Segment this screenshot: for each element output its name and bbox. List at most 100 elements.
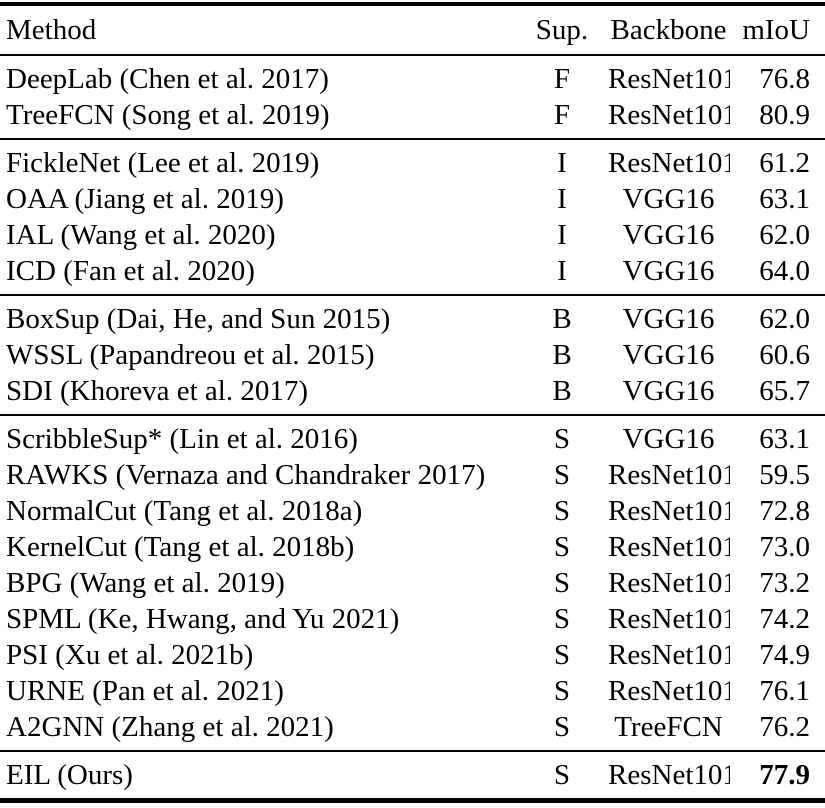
- miou-cell: 60.6: [759, 339, 810, 371]
- backbone-cell: ResNet101: [608, 567, 730, 599]
- sup-cell: S: [553, 567, 571, 599]
- miou-cell: 73.2: [759, 567, 810, 599]
- miou-cell: 73.0: [759, 531, 810, 563]
- method-cell: ScribbleSup* (Lin et al. 2016): [6, 423, 358, 455]
- sup-cell: B: [552, 339, 572, 371]
- sup-cell: S: [553, 603, 571, 635]
- sup-cell: S: [553, 423, 571, 455]
- table-row: A2GNN (Zhang et al. 2021) S TreeFCN 76.2: [0, 709, 825, 751]
- table-row: IAL (Wang et al. 2020) I VGG16 62.0: [0, 217, 825, 253]
- sup-cell: S: [553, 675, 571, 707]
- method-cell: KernelCut (Tang et al. 2018b): [6, 531, 355, 563]
- table-group-4: EIL (Ours) S ResNet101 77.9: [0, 751, 825, 801]
- backbone-cell: ResNet101: [608, 759, 730, 791]
- method-cell: PSI (Xu et al. 2021b): [6, 639, 254, 671]
- table-group-0: DeepLab (Chen et al. 2017) F ResNet101 76.8…: [0, 55, 825, 139]
- backbone-cell: ResNet101: [608, 495, 730, 527]
- sup-cell: I: [557, 255, 567, 287]
- method-cell: RAWKS (Vernaza and Chandraker 2017): [6, 459, 486, 491]
- sup-cell: F: [553, 99, 571, 131]
- header-row: Method Sup. Backbone mIoU: [0, 4, 825, 56]
- backbone-cell: ResNet101: [608, 99, 730, 131]
- backbone-cell: VGG16: [622, 303, 715, 335]
- miou-cell: 76.8: [759, 63, 810, 95]
- backbone-cell: VGG16: [622, 375, 715, 407]
- table-row: OAA (Jiang et al. 2019) I VGG16 63.1: [0, 181, 825, 217]
- backbone-cell: ResNet101: [608, 147, 730, 179]
- sup-cell: F: [553, 63, 571, 95]
- miou-cell: 61.2: [759, 147, 810, 179]
- miou-cell: 74.2: [759, 603, 810, 635]
- table-header: Method Sup. Backbone mIoU: [0, 4, 825, 56]
- table-row: URNE (Pan et al. 2021) S ResNet101 76.1: [0, 673, 825, 709]
- miou-cell: 65.7: [759, 375, 810, 407]
- backbone-cell: ResNet101: [608, 639, 730, 671]
- table-row: FickleNet (Lee et al. 2019) I ResNet101 61.…: [0, 139, 825, 181]
- backbone-cell: TreeFCN: [614, 711, 723, 743]
- sup-cell: I: [557, 147, 567, 179]
- miou-cell: 63.1: [759, 183, 810, 215]
- sup-cell: S: [553, 459, 571, 491]
- table-row: BoxSup (Dai, He, and Sun 2015) B VGG16 62.0: [0, 295, 825, 337]
- table-row: KernelCut (Tang et al. 2018b) S ResNet101 7…: [0, 529, 825, 565]
- backbone-cell: VGG16: [622, 423, 715, 455]
- method-cell: BoxSup (Dai, He, and Sun 2015): [6, 303, 391, 335]
- table-row: BPG (Wang et al. 2019) S ResNet101 73.2: [0, 565, 825, 601]
- table-row: RAWKS (Vernaza and Chandraker 2017) S ResN…: [0, 457, 825, 493]
- method-cell: ICD (Fan et al. 2020): [6, 255, 255, 287]
- method-cell: SPML (Ke, Hwang, and Yu 2021): [6, 603, 400, 635]
- miou-cell: 72.8: [759, 495, 810, 527]
- sup-cell: I: [557, 183, 567, 215]
- method-cell: BPG (Wang et al. 2019): [6, 567, 285, 599]
- table-row: WSSL (Papandreou et al. 2015) B VGG16 60.6: [0, 337, 825, 373]
- sup-cell: B: [552, 303, 572, 335]
- method-cell: NormalCut (Tang et al. 2018a): [6, 495, 363, 527]
- backbone-cell: ResNet101: [608, 603, 730, 635]
- sup-cell: S: [553, 531, 571, 563]
- table-row: SDI (Khoreva et al. 2017) B VGG16 65.7: [0, 373, 825, 415]
- table-group-1: FickleNet (Lee et al. 2019) I ResNet101 61.…: [0, 139, 825, 295]
- sup-cell: I: [557, 219, 567, 251]
- table-row: NormalCut (Tang et al. 2018a) S ResNet101 7…: [0, 493, 825, 529]
- table-row: ScribbleSup* (Lin et al. 2016) S VGG16 63.1: [0, 415, 825, 457]
- backbone-cell: ResNet101: [608, 531, 730, 563]
- method-cell: TreeFCN (Song et al. 2019): [6, 99, 330, 131]
- table-row: DeepLab (Chen et al. 2017) F ResNet101 76.8: [0, 55, 825, 97]
- miou-cell: 64.0: [759, 255, 810, 287]
- backbone-cell: VGG16: [622, 339, 715, 371]
- method-cell: FickleNet (Lee et al. 2019): [6, 147, 320, 179]
- col-header-sup: Sup.: [517, 4, 607, 56]
- method-cell: DeepLab (Chen et al. 2017): [6, 63, 329, 95]
- miou-cell: 77.9: [759, 759, 810, 791]
- miou-cell: 62.0: [759, 303, 810, 335]
- method-cell: A2GNN (Zhang et al. 2021): [6, 711, 334, 743]
- sup-cell: S: [553, 639, 571, 671]
- table-row: TreeFCN (Song et al. 2019) F ResNet101 80.9: [0, 97, 825, 139]
- method-cell: EIL (Ours): [6, 759, 133, 791]
- backbone-cell: VGG16: [622, 183, 715, 215]
- col-header-miou: mIoU: [730, 4, 825, 56]
- method-cell: IAL (Wang et al. 2020): [6, 219, 276, 251]
- table-row: SPML (Ke, Hwang, and Yu 2021) S ResNet101 7…: [0, 601, 825, 637]
- miou-cell: 62.0: [759, 219, 810, 251]
- table-row: PSI (Xu et al. 2021b) S ResNet101 74.9: [0, 637, 825, 673]
- sup-cell: S: [553, 711, 571, 743]
- miou-cell: 80.9: [759, 99, 810, 131]
- sup-cell: S: [553, 759, 571, 791]
- miou-cell: 59.5: [759, 459, 810, 491]
- col-header-backbone: Backbone: [607, 4, 730, 56]
- col-header-method: Method: [0, 4, 517, 56]
- backbone-cell: ResNet101: [608, 63, 730, 95]
- sup-cell: B: [552, 375, 572, 407]
- method-cell: OAA (Jiang et al. 2019): [6, 183, 284, 215]
- table-group-3: ScribbleSup* (Lin et al. 2016) S VGG16 63.1…: [0, 415, 825, 751]
- sup-cell: S: [553, 495, 571, 527]
- miou-cell: 63.1: [759, 423, 810, 455]
- miou-cell: 74.9: [759, 639, 810, 671]
- table-row: EIL (Ours) S ResNet101 77.9: [0, 751, 825, 801]
- method-cell: URNE (Pan et al. 2021): [6, 675, 284, 707]
- miou-cell: 76.2: [759, 711, 810, 743]
- backbone-cell: ResNet101: [608, 675, 730, 707]
